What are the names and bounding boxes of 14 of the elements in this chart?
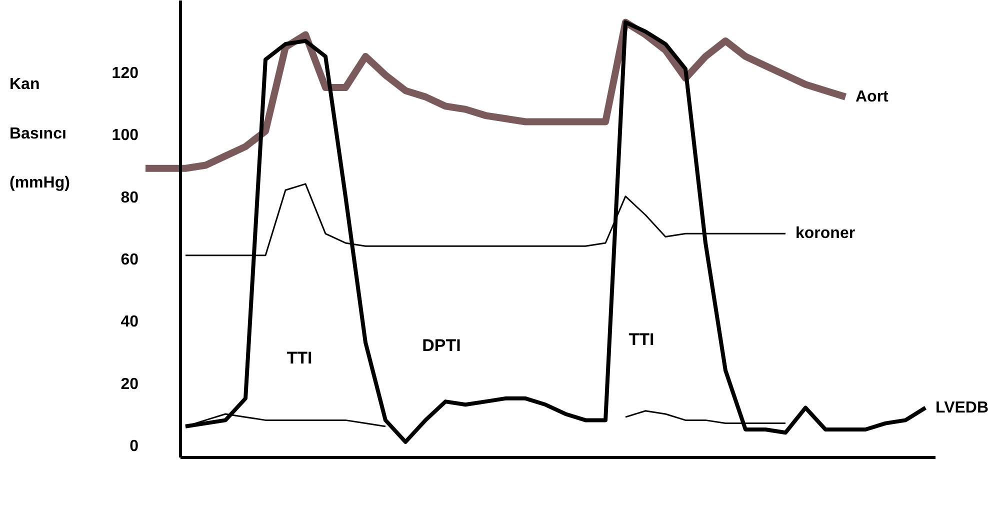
series-label: LVEDB — [936, 399, 989, 416]
annotation: TTI — [628, 330, 654, 349]
text: Kan Basıncı (mmHg) — [10, 76, 70, 192]
y-tick-label: 40 — [120, 314, 139, 331]
series-label: Aort — [856, 88, 890, 106]
y-tick-label: 120 — [112, 65, 139, 82]
y-tick-label: 80 — [120, 189, 139, 206]
y-tick-label: 0 — [130, 438, 139, 456]
y-tick-label: 20 — [120, 376, 139, 393]
y-tick-label: 100 — [112, 127, 139, 144]
annotation: TTI — [286, 348, 312, 368]
annotation: DPTI — [422, 336, 461, 356]
series-label: koroner — [796, 225, 856, 242]
y-tick-label: 60 — [120, 252, 139, 269]
